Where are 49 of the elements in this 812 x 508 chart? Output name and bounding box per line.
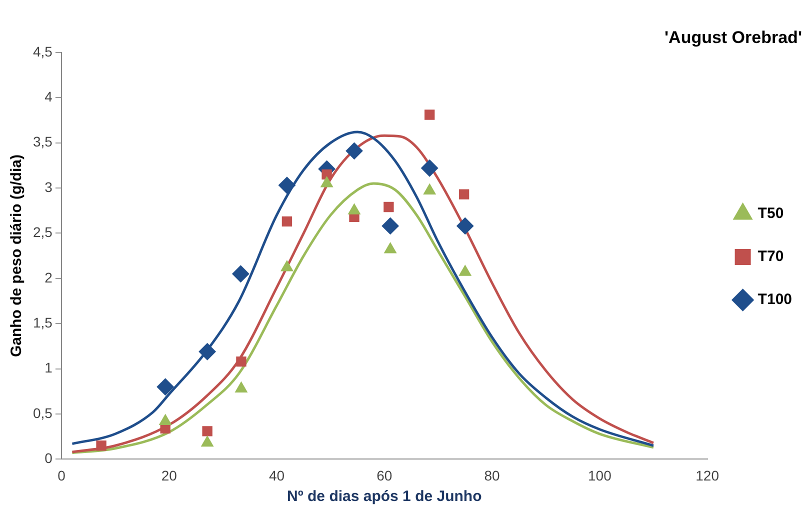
- y-axis-title: Ganho de peso diário (g/dia): [8, 154, 26, 358]
- point: [320, 176, 333, 188]
- y-tick-label: 3: [44, 178, 53, 195]
- y-tick-label: 4,5: [32, 43, 53, 60]
- y-tick-label: 1: [44, 360, 53, 376]
- y-tick-label: 0,5: [32, 404, 53, 421]
- y-tick-label: 4: [44, 88, 53, 104]
- y-tick-label: 1,5: [32, 314, 53, 330]
- point: [382, 217, 399, 234]
- point: [159, 414, 172, 425]
- point: [458, 189, 470, 200]
- point: [202, 426, 212, 436]
- point: [236, 356, 246, 367]
- chart-title: 'August Orebrad': [664, 28, 802, 47]
- point: [456, 217, 474, 234]
- point: [346, 142, 363, 160]
- x-tick-label: 0: [58, 467, 66, 484]
- point: [322, 169, 332, 180]
- legend-label: T50: [758, 205, 784, 222]
- point: [424, 110, 435, 120]
- point: [421, 160, 438, 177]
- y-tick-label: 3,5: [32, 134, 53, 150]
- x-tick-label: 100: [588, 467, 612, 484]
- y-tick-label: 2: [44, 269, 53, 286]
- line-series: [70, 182, 655, 454]
- point: [348, 204, 360, 214]
- y-tick-label: 0: [44, 450, 53, 466]
- y-tick-label: 2,5: [32, 224, 53, 240]
- point: [458, 265, 472, 276]
- x-tick-label: 60: [376, 467, 392, 484]
- point: [235, 382, 248, 392]
- x-tick-label: 40: [268, 467, 285, 484]
- point: [232, 265, 250, 282]
- legend-label: T70: [758, 248, 784, 266]
- point: [282, 216, 292, 227]
- x-tick-label: 80: [484, 467, 500, 484]
- point: [156, 378, 174, 396]
- point: [198, 343, 216, 360]
- x-tick-label: 20: [161, 467, 178, 484]
- point: [278, 176, 296, 194]
- point: [201, 436, 214, 447]
- x-axis-title: Nº de dias após 1 de Junho: [287, 488, 482, 506]
- point: [280, 260, 294, 272]
- x-tick-label: 120: [696, 467, 720, 484]
- legend-label: T100: [758, 291, 792, 308]
- point: [96, 440, 106, 451]
- point: [384, 242, 396, 254]
- point: [384, 202, 394, 212]
- point: [423, 184, 436, 194]
